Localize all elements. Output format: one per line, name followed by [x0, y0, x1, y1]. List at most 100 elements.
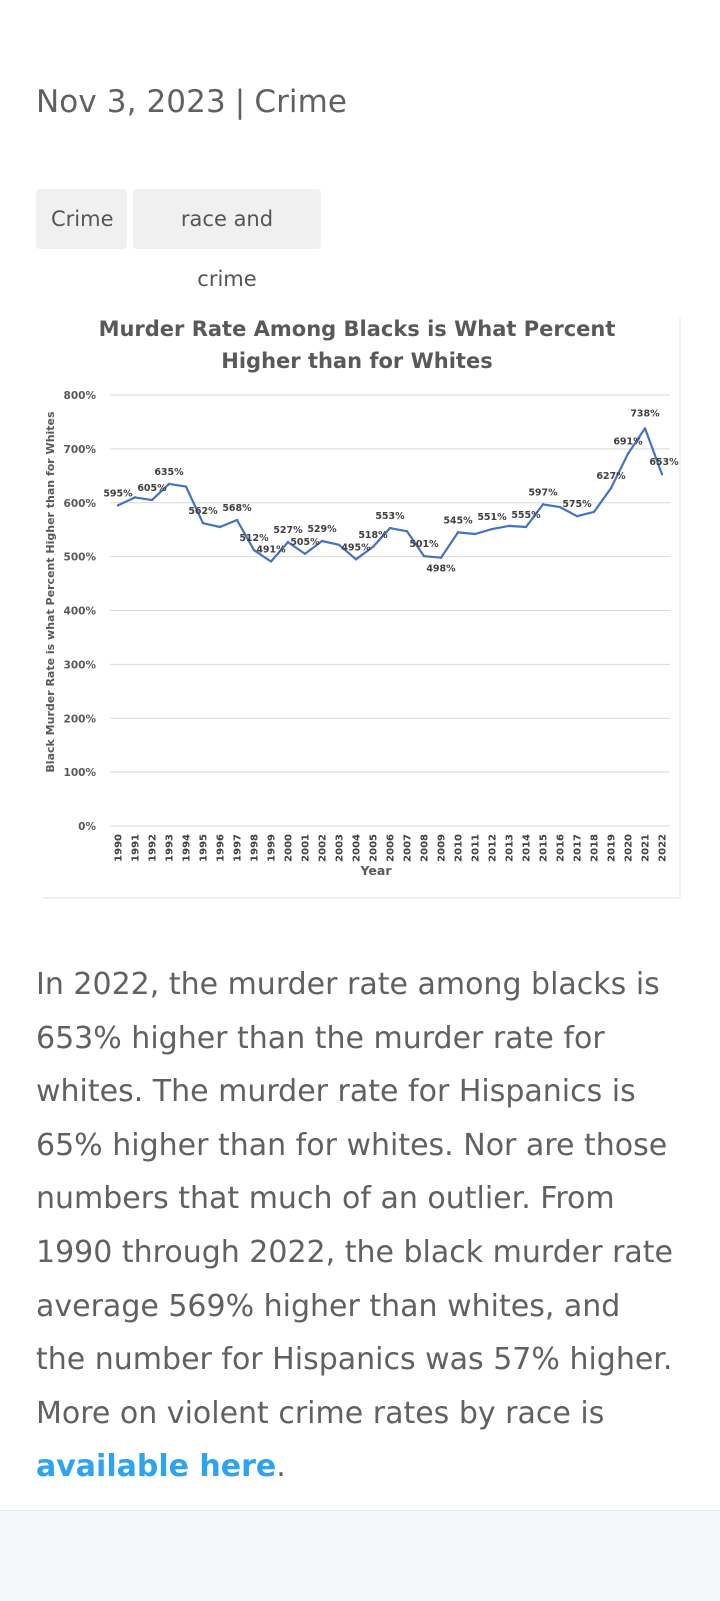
data-label: 553%	[375, 511, 405, 522]
data-point	[252, 548, 256, 552]
x-tick-label: 2014	[522, 834, 533, 862]
x-tick-label: 2009	[437, 834, 448, 862]
x-tick-label: 2021	[641, 834, 652, 862]
x-tick-label: 2012	[488, 834, 499, 862]
x-tick-label: 2017	[573, 834, 584, 862]
data-point	[575, 515, 579, 518]
x-tick-label: 2003	[335, 834, 346, 862]
post-category-link[interactable]: Crime	[254, 84, 348, 120]
x-tick-label: 2011	[471, 834, 482, 862]
y-axis-title: Black Murder Rate is what Percent Higher…	[44, 411, 57, 773]
data-label: 491%	[256, 544, 286, 555]
post-meta: Nov 3, 2023 | Crime	[36, 84, 347, 120]
x-tick-label: 2022	[658, 834, 669, 862]
data-label: 691%	[613, 437, 643, 448]
x-tick-label: 1996	[216, 834, 227, 862]
y-tick-label: 800%	[64, 390, 97, 402]
y-tick-label: 600%	[64, 498, 97, 510]
x-tick-label: 1997	[233, 834, 244, 862]
data-label: 498%	[426, 564, 456, 575]
x-tick-label: 2006	[386, 834, 397, 862]
x-tick-label: 2007	[403, 834, 414, 862]
data-label: 605%	[137, 483, 167, 494]
data-label: 653%	[649, 457, 679, 468]
x-tick-label: 1990	[114, 834, 125, 862]
data-point	[456, 531, 460, 534]
x-tick-label: 2015	[539, 834, 550, 862]
data-label: 495%	[341, 542, 371, 553]
y-tick-label: 500%	[64, 552, 97, 564]
meta-separator: |	[234, 84, 246, 120]
data-point	[558, 505, 562, 509]
data-point	[524, 525, 528, 529]
data-point	[541, 503, 545, 506]
data-label: 597%	[528, 487, 558, 498]
data-point	[303, 552, 307, 556]
x-tick-label: 2005	[369, 834, 380, 862]
data-point	[626, 452, 630, 455]
data-point	[388, 526, 392, 530]
data-label: 595%	[103, 488, 133, 499]
data-point	[320, 539, 324, 543]
data-point	[405, 530, 409, 533]
data-label: 551%	[477, 512, 507, 523]
data-point	[643, 427, 647, 430]
data-point	[371, 545, 375, 549]
tag-list: Crime race and crime	[36, 189, 321, 291]
data-label: 555%	[511, 510, 541, 521]
x-tick-label: 2018	[590, 834, 601, 862]
y-tick-label: 200%	[64, 713, 97, 725]
data-label: 529%	[307, 524, 337, 535]
y-tick-label: 300%	[64, 659, 97, 671]
chart-image: Murder Rate Among Blacks is What Percent…	[40, 318, 684, 904]
chart-title-line: Higher than for Whites	[221, 349, 492, 373]
data-point	[286, 540, 290, 544]
data-point	[354, 558, 358, 561]
data-label: 568%	[222, 503, 252, 514]
x-tick-label: 2002	[318, 834, 329, 862]
data-label: 635%	[154, 467, 184, 478]
x-tick-label: 1999	[267, 834, 278, 862]
data-point	[507, 524, 511, 528]
x-tick-label: 2016	[556, 834, 567, 862]
data-point	[167, 482, 171, 486]
data-point	[150, 498, 154, 502]
data-label: 738%	[630, 408, 660, 419]
x-tick-label: 2008	[420, 834, 431, 862]
data-point	[473, 532, 477, 536]
x-tick-label: 1994	[182, 834, 193, 862]
x-tick-label: 1993	[165, 834, 176, 862]
available-here-link[interactable]: available here	[36, 1449, 277, 1485]
footer-band	[0, 1510, 720, 1601]
data-point	[235, 518, 239, 522]
data-point	[133, 496, 137, 499]
data-label: 505%	[290, 537, 320, 548]
tag-crime[interactable]: Crime	[36, 189, 127, 249]
data-label: 527%	[273, 525, 303, 536]
x-tick-label: 2020	[624, 834, 635, 862]
article-end: .	[276, 1449, 286, 1485]
data-point	[592, 510, 596, 514]
data-label: 501%	[409, 539, 439, 550]
data-label: 562%	[188, 506, 218, 517]
x-tick-label: 2010	[454, 834, 465, 862]
x-tick-label: 1992	[148, 834, 159, 862]
post-date: Nov 3, 2023	[36, 84, 226, 120]
data-label: 627%	[596, 471, 626, 482]
x-tick-label: 1991	[131, 834, 142, 862]
data-point	[184, 485, 188, 488]
x-tick-label: 1998	[250, 834, 261, 862]
x-axis-title: Year	[360, 863, 393, 878]
data-point	[609, 487, 613, 490]
data-point	[116, 504, 120, 507]
line-chart: Murder Rate Among Blacks is What Percent…	[42, 318, 681, 899]
data-point	[660, 472, 664, 476]
article-text: In 2022, the murder rate among blacks is…	[36, 967, 674, 1431]
x-tick-label: 2019	[607, 834, 618, 862]
data-label: 518%	[358, 530, 388, 541]
tag-race-and-crime[interactable]: race and crime	[133, 189, 321, 291]
data-label: 575%	[562, 499, 592, 510]
data-point	[218, 525, 222, 529]
y-tick-label: 700%	[64, 444, 97, 456]
y-tick-label: 0%	[78, 821, 96, 833]
